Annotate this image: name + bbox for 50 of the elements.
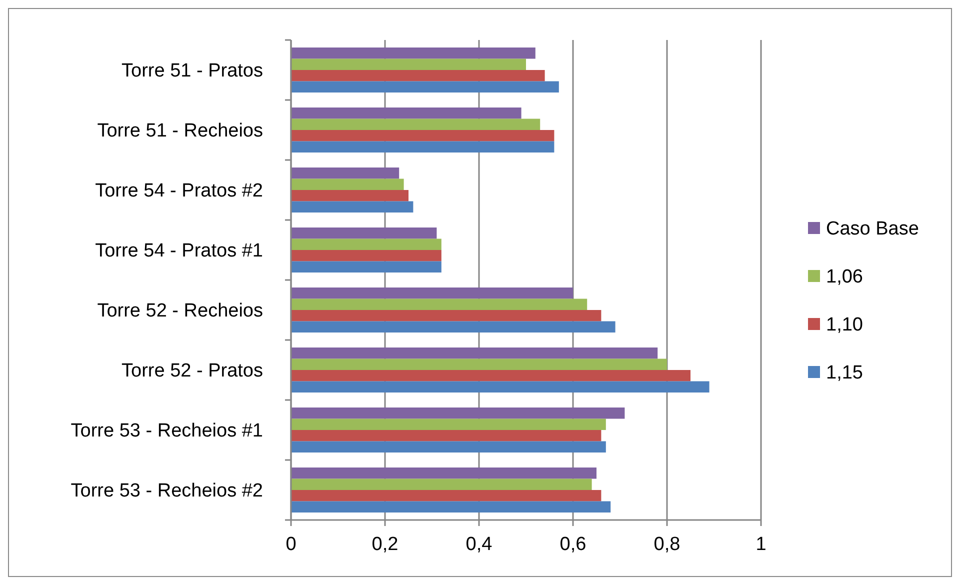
bar — [291, 58, 526, 70]
bar — [291, 370, 690, 382]
bar — [291, 130, 554, 142]
x-tick-label: 0,2 — [372, 534, 398, 555]
legend-label: 1,06 — [826, 266, 863, 288]
legend-label: 1,15 — [826, 362, 863, 384]
bar — [291, 418, 606, 430]
bar — [291, 478, 592, 490]
bar — [291, 70, 545, 82]
bar — [291, 178, 404, 190]
y-tick-label: Torre 54 - Pratos #1 — [95, 240, 263, 262]
bar — [291, 288, 573, 299]
bar — [291, 441, 606, 452]
bar — [291, 310, 602, 322]
y-tick-label: Torre 54 - Pratos #2 — [95, 180, 263, 202]
x-tick-label: 0,6 — [560, 534, 586, 555]
bar — [291, 501, 611, 512]
bar — [291, 321, 616, 332]
bar — [291, 190, 408, 202]
y-tick-label: Torre 52 - Recheios — [97, 300, 263, 322]
bar — [291, 118, 540, 130]
bar — [291, 250, 442, 262]
bar — [291, 298, 588, 310]
bar — [291, 358, 667, 370]
bar — [291, 108, 522, 119]
bar — [291, 261, 442, 272]
bar — [291, 81, 559, 92]
bar — [291, 490, 602, 502]
legend-label: Caso Base — [826, 218, 919, 240]
x-tick-label: 0,8 — [654, 534, 680, 555]
bar — [291, 141, 554, 152]
bar — [291, 468, 596, 479]
x-tick-label: 0 — [286, 534, 296, 555]
bar — [291, 201, 414, 212]
bar — [291, 430, 602, 442]
x-tick-label: 0,4 — [466, 534, 493, 555]
y-tick-label: Torre 53 - Recheios #1 — [70, 420, 263, 442]
bar — [291, 348, 658, 359]
y-tick-label: Torre 53 - Recheios #2 — [70, 480, 263, 502]
bar — [291, 48, 536, 59]
bar — [291, 228, 437, 239]
legend-label: 1,10 — [826, 314, 863, 336]
y-tick-label: Torre 51 - Pratos — [122, 60, 263, 82]
bar — [291, 238, 442, 250]
bar — [291, 408, 625, 419]
y-tick-label: Torre 51 - Recheios — [97, 120, 263, 142]
x-tick-label: 1 — [756, 534, 766, 555]
bar — [291, 381, 710, 392]
bar — [291, 168, 400, 179]
y-tick-label: Torre 52 - Pratos — [122, 360, 263, 382]
